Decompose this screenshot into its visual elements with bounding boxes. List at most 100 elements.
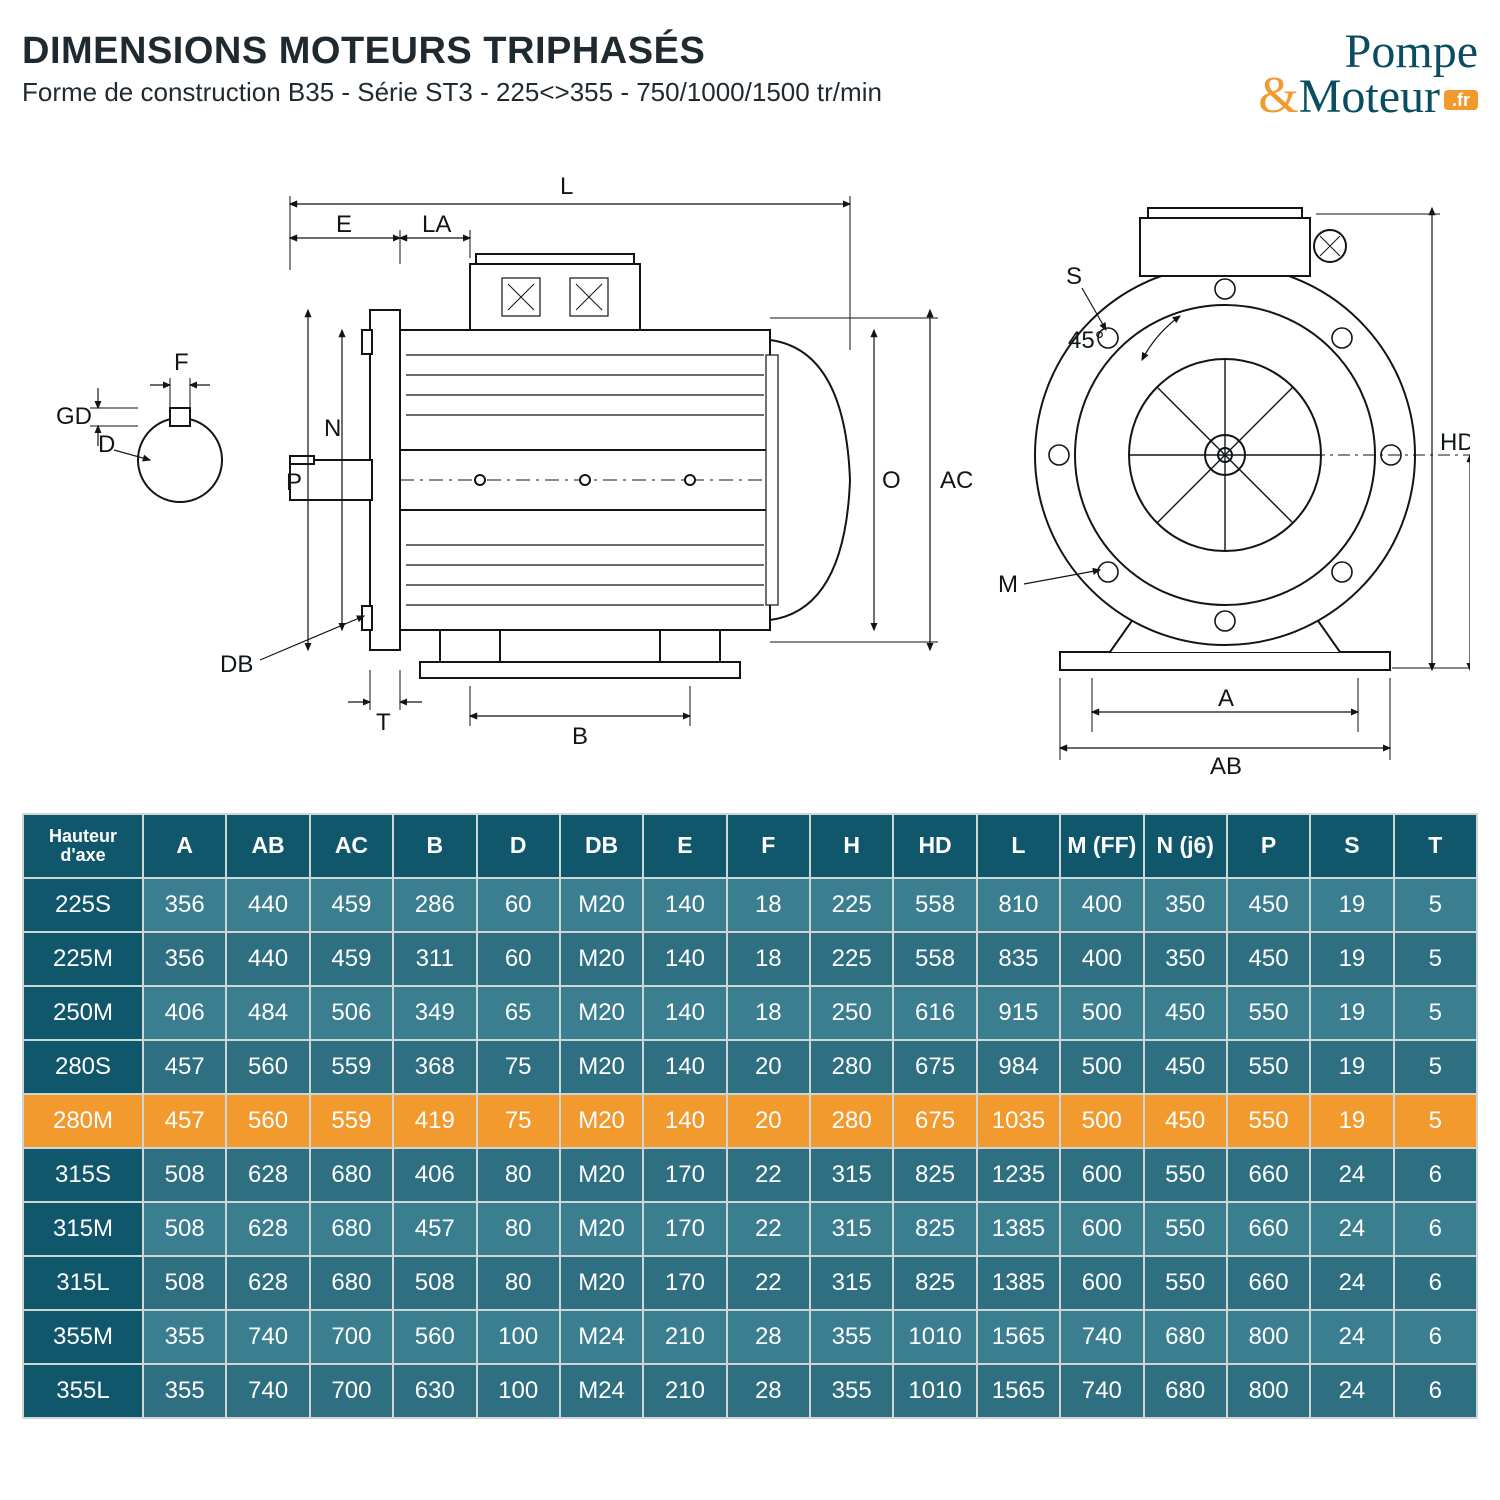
cell: 450 — [1227, 878, 1310, 932]
cell: 559 — [310, 1040, 393, 1094]
cell: 280 — [810, 1094, 893, 1148]
cell: 600 — [1060, 1148, 1143, 1202]
cell: 560 — [393, 1310, 476, 1364]
svg-text:E: E — [336, 211, 352, 238]
cell: 140 — [643, 1040, 726, 1094]
cell: 24 — [1310, 1364, 1393, 1418]
cell: 24 — [1310, 1202, 1393, 1256]
cell: 80 — [477, 1202, 560, 1256]
title-block: DIMENSIONS MOTEURS TRIPHASÉS Forme de co… — [22, 30, 882, 108]
cell: 19 — [1310, 1040, 1393, 1094]
cell: 600 — [1060, 1202, 1143, 1256]
cell: 616 — [893, 986, 976, 1040]
cell: 28 — [727, 1364, 810, 1418]
cell: 60 — [477, 878, 560, 932]
cell: 22 — [727, 1148, 810, 1202]
cell: 280 — [810, 1040, 893, 1094]
svg-text:AC: AC — [940, 467, 973, 494]
svg-text:DB: DB — [220, 651, 253, 678]
cell: M20 — [560, 1040, 643, 1094]
cell: 18 — [727, 932, 810, 986]
cell: 400 — [1060, 878, 1143, 932]
cell: 6 — [1394, 1148, 1477, 1202]
cell: 560 — [226, 1040, 309, 1094]
row-label: 355M — [23, 1310, 143, 1364]
row-label: 315S — [23, 1148, 143, 1202]
cell: 6 — [1394, 1310, 1477, 1364]
cell: M20 — [560, 932, 643, 986]
cell: 440 — [226, 878, 309, 932]
col-header: H — [810, 814, 893, 878]
cell: 1010 — [893, 1364, 976, 1418]
cell: 6 — [1394, 1256, 1477, 1310]
cell: 20 — [727, 1040, 810, 1094]
svg-text:P: P — [286, 469, 302, 496]
cell: 558 — [893, 878, 976, 932]
cell: 740 — [226, 1310, 309, 1364]
row-label: 280S — [23, 1040, 143, 1094]
cell: 500 — [1060, 1094, 1143, 1148]
cell: 5 — [1394, 986, 1477, 1040]
cell: 600 — [1060, 1256, 1143, 1310]
technical-drawing: F GD D — [22, 140, 1478, 785]
table-row: 280S45756055936875M201402028067598450045… — [23, 1040, 1477, 1094]
cell: 6 — [1394, 1202, 1477, 1256]
row-label: 315L — [23, 1256, 143, 1310]
cell: 508 — [143, 1148, 226, 1202]
table-row: 250M40648450634965M201401825061691550045… — [23, 986, 1477, 1040]
cell: 457 — [143, 1040, 226, 1094]
cell: 1235 — [977, 1148, 1060, 1202]
header: DIMENSIONS MOTEURS TRIPHASÉS Forme de co… — [22, 30, 1478, 120]
cell: 550 — [1227, 1094, 1310, 1148]
svg-text:O: O — [882, 467, 901, 494]
cell: 558 — [893, 932, 976, 986]
cell: 457 — [393, 1202, 476, 1256]
cell: 984 — [977, 1040, 1060, 1094]
table-body: 225S35644045928660M201401822555881040035… — [23, 878, 1477, 1418]
cell: 1035 — [977, 1094, 1060, 1148]
cell: 680 — [310, 1148, 393, 1202]
cell: M20 — [560, 1148, 643, 1202]
cell: 628 — [226, 1148, 309, 1202]
cell: 6 — [1394, 1364, 1477, 1418]
cell: 700 — [310, 1310, 393, 1364]
cell: 19 — [1310, 986, 1393, 1040]
brand-logo: Pompe &Moteur.fr — [1258, 30, 1478, 120]
cell: 356 — [143, 932, 226, 986]
cell: 484 — [226, 986, 309, 1040]
cell: 500 — [1060, 1040, 1143, 1094]
cell: 630 — [393, 1364, 476, 1418]
cell: 368 — [393, 1040, 476, 1094]
cell: 19 — [1310, 1094, 1393, 1148]
cell: 210 — [643, 1364, 726, 1418]
table-row: 225M35644045931160M201401822555883540035… — [23, 932, 1477, 986]
cell: M20 — [560, 986, 643, 1040]
cell: 80 — [477, 1256, 560, 1310]
cell: 5 — [1394, 1094, 1477, 1148]
col-header: AC — [310, 814, 393, 878]
cell: 210 — [643, 1310, 726, 1364]
cell: 24 — [1310, 1148, 1393, 1202]
cell: 1385 — [977, 1202, 1060, 1256]
table-row: 355L355740700630100M24210283551010156574… — [23, 1364, 1477, 1418]
cell: 355 — [143, 1364, 226, 1418]
cell: 22 — [727, 1256, 810, 1310]
cell: 700 — [310, 1364, 393, 1418]
cell: 100 — [477, 1364, 560, 1418]
cell: 355 — [810, 1364, 893, 1418]
cell: 459 — [310, 878, 393, 932]
cell: 835 — [977, 932, 1060, 986]
svg-text:45°: 45° — [1068, 327, 1104, 354]
cell: 250 — [810, 986, 893, 1040]
cell: 60 — [477, 932, 560, 986]
cell: 628 — [226, 1202, 309, 1256]
col-header: N (j6) — [1144, 814, 1227, 878]
cell: 65 — [477, 986, 560, 1040]
cell: 660 — [1227, 1202, 1310, 1256]
cell: 450 — [1144, 986, 1227, 1040]
svg-text:HD: HD — [1440, 429, 1470, 456]
cell: 740 — [1060, 1364, 1143, 1418]
cell: M24 — [560, 1364, 643, 1418]
cell: 450 — [1144, 1094, 1227, 1148]
svg-text:GD: GD — [56, 403, 92, 430]
